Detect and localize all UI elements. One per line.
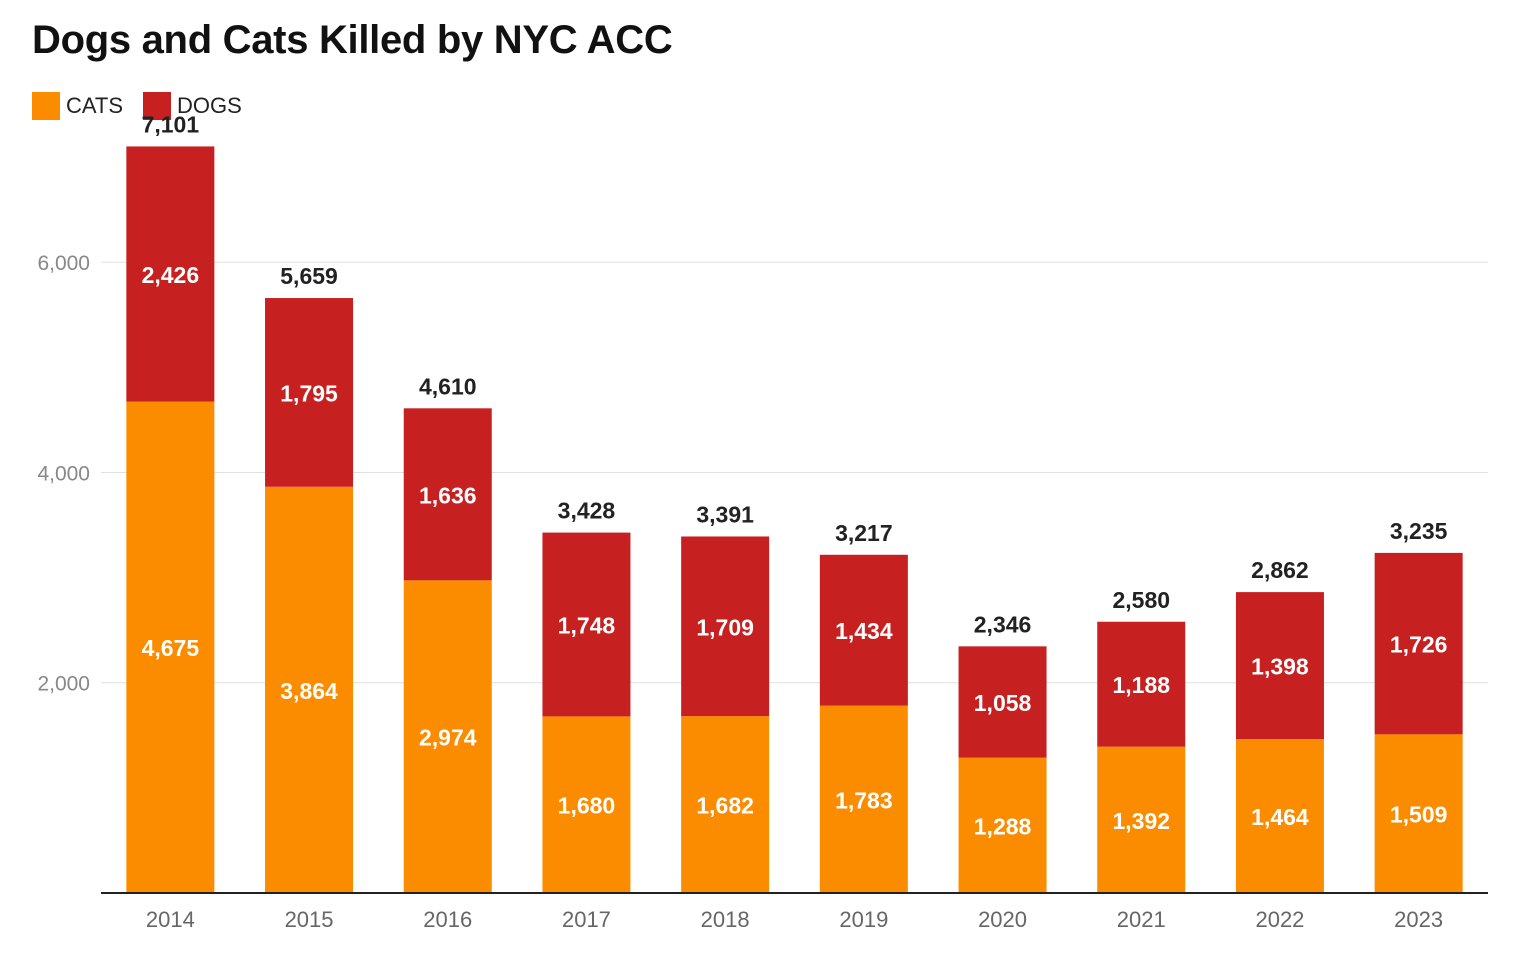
data-label-cats: 1,464: [1251, 804, 1309, 830]
bar-dogs-2018: [681, 536, 770, 717]
bar-cats-2018: [681, 716, 770, 893]
data-label-cats: 3,864: [280, 678, 338, 704]
x-tick-label: 2017: [562, 907, 611, 932]
total-label: 3,428: [558, 498, 616, 524]
bar-dogs-2015: [265, 298, 354, 487]
bar-cats-2022: [1235, 739, 1324, 893]
x-tick-label: 2019: [839, 907, 888, 932]
bar-cats-2023: [1374, 734, 1463, 893]
data-label-dogs: 1,188: [1112, 672, 1170, 698]
total-label: 2,346: [974, 611, 1032, 637]
x-tick-label: 2015: [285, 907, 334, 932]
bar-cats-2017: [542, 716, 631, 893]
legend-label-cats: CATS: [66, 93, 124, 118]
bar-cats-2014: [126, 401, 215, 893]
legend-swatch-cats: [32, 92, 60, 120]
data-label-cats: 4,675: [142, 635, 200, 661]
bar-cats-2016: [403, 580, 492, 893]
x-tick-label: 2016: [423, 907, 472, 932]
x-tick-label: 2018: [701, 907, 750, 932]
bar-dogs-2016: [403, 408, 492, 581]
legend-item-cats: CATS: [32, 92, 123, 120]
x-tick-label: 2014: [146, 907, 195, 932]
total-label: 2,862: [1251, 557, 1309, 583]
bar-dogs-2022: [1235, 592, 1324, 740]
total-label: 4,610: [419, 373, 477, 399]
y-tick-label: 6,000: [37, 252, 90, 275]
total-label: 3,235: [1390, 518, 1448, 544]
bar-dogs-2019: [819, 554, 908, 706]
x-tick-label: 2023: [1394, 907, 1443, 932]
bar-cats-2019: [819, 705, 908, 893]
data-label-cats: 1,783: [835, 787, 893, 813]
total-label: 7,101: [142, 111, 200, 137]
bar-dogs-2023: [1374, 552, 1463, 735]
x-tick-label: 2020: [978, 907, 1027, 932]
bar-cats-2015: [265, 486, 354, 893]
data-label-dogs: 1,726: [1390, 632, 1448, 658]
bar-dogs-2021: [1097, 621, 1186, 747]
data-label-cats: 1,509: [1390, 802, 1448, 828]
bar-cats-2021: [1097, 746, 1186, 893]
data-label-cats: 1,680: [558, 793, 616, 819]
data-label-dogs: 1,058: [974, 690, 1032, 716]
data-label-dogs: 1,636: [419, 482, 477, 508]
data-label-dogs: 1,709: [696, 614, 754, 640]
legend-label-dogs: DOGS: [177, 93, 242, 118]
legend-swatch-dogs: [143, 92, 172, 120]
data-label-dogs: 1,748: [558, 612, 616, 638]
data-label-cats: 1,392: [1112, 808, 1170, 834]
x-tick-label: 2022: [1255, 907, 1304, 932]
bar-dogs-2014: [126, 146, 215, 402]
total-label: 3,391: [696, 501, 754, 527]
total-label: 3,217: [835, 520, 893, 546]
data-label-dogs: 2,426: [142, 262, 200, 288]
total-label: 2,580: [1112, 587, 1170, 613]
bar-dogs-2020: [958, 646, 1047, 758]
legend-item-dogs: DOGS: [143, 92, 242, 120]
bar-dogs-2017: [542, 532, 631, 717]
data-label-dogs: 1,398: [1251, 654, 1309, 680]
data-label-dogs: 1,795: [280, 380, 338, 406]
data-label-cats: 2,974: [419, 725, 477, 751]
legend: CATS DOGS: [32, 92, 262, 120]
y-tick-label: 2,000: [37, 673, 90, 696]
bar-cats-2020: [958, 757, 1047, 893]
data-label-cats: 1,682: [696, 793, 754, 819]
chart-title: Dogs and Cats Killed by NYC ACC: [32, 18, 673, 62]
y-tick-label: 4,000: [37, 462, 90, 485]
data-label-dogs: 1,434: [835, 618, 893, 644]
x-tick-label: 2021: [1117, 907, 1166, 932]
data-label-cats: 1,288: [974, 813, 1032, 839]
total-label: 5,659: [280, 263, 338, 289]
